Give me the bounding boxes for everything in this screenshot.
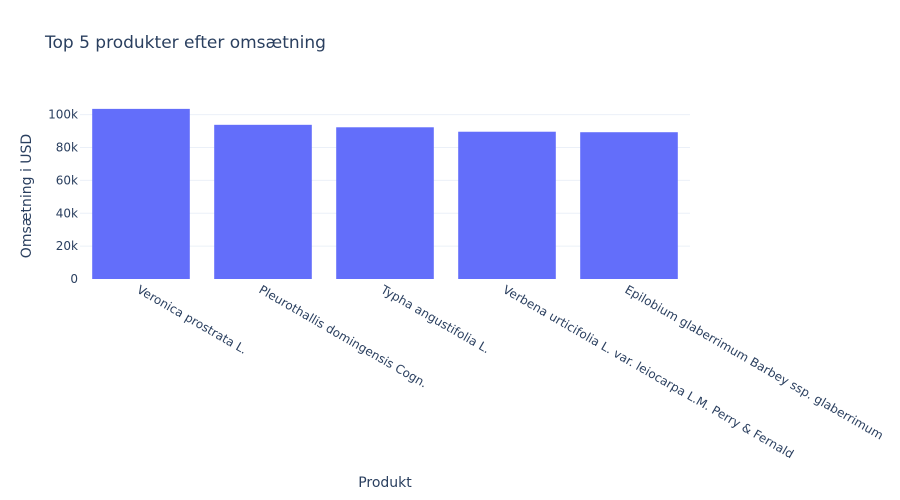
x-axis-title: Produkt — [358, 475, 412, 491]
y-tick-label: 100k — [48, 108, 78, 122]
bar[interactable] — [336, 127, 434, 279]
chart-title: Top 5 produkter efter omsætning — [45, 33, 326, 53]
y-tick-label: 60k — [56, 173, 78, 187]
y-axis-ticks: 0 20k 40k 60k 80k 100k — [48, 108, 78, 286]
y-tick-label: 0 — [70, 272, 78, 286]
bar[interactable] — [92, 108, 190, 279]
bar[interactable] — [580, 132, 678, 279]
bars — [92, 108, 678, 280]
x-tick-label: Typha angustifolia L. — [378, 282, 493, 356]
bar[interactable] — [458, 131, 556, 279]
y-tick-label: 80k — [56, 141, 78, 155]
x-axis-ticks: Veronica prostrata L. Pleurothallis domin… — [135, 282, 886, 461]
y-tick-label: 20k — [56, 239, 78, 253]
y-axis-title: Omsætning i USD — [19, 134, 35, 258]
bar[interactable] — [214, 124, 312, 280]
y-tick-label: 40k — [56, 206, 78, 220]
x-tick-label: Veronica prostrata L. — [135, 282, 250, 356]
x-tick-label: Epilobium glaberrimum Barbey ssp. glaber… — [623, 282, 886, 442]
